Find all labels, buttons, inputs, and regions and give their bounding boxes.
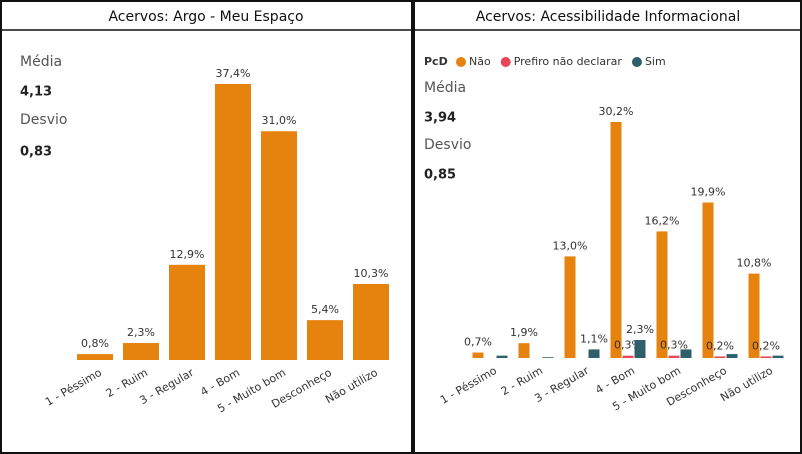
bar <box>748 273 760 358</box>
x-tick-label: 1 - Péssimo <box>43 366 104 409</box>
data-label: 1,9% <box>510 326 538 339</box>
bar <box>634 340 646 358</box>
chart-title: Acervos: Acessibilidade Informacional <box>476 9 741 25</box>
stat-value: 0,85 <box>424 168 456 183</box>
panel-right <box>413 0 802 454</box>
bar <box>77 354 113 360</box>
data-label: 10,8% <box>737 257 772 270</box>
x-tick-label: Não utilizo <box>718 364 775 404</box>
bar <box>610 122 622 358</box>
chart-title: Acervos: Argo - Meu Espaço <box>108 9 303 25</box>
bar <box>622 355 634 358</box>
bar <box>668 355 680 358</box>
data-label: 37,4% <box>216 67 251 80</box>
data-label: 5,4% <box>311 303 339 316</box>
bar <box>518 343 530 358</box>
x-tick-label: 1 - Péssimo <box>438 364 499 407</box>
stat-label: Desvio <box>424 137 471 153</box>
bar <box>261 131 297 360</box>
data-label: 0,8% <box>81 337 109 350</box>
data-label: 0,2% <box>706 339 734 352</box>
stat-label: Média <box>424 80 466 96</box>
stat-value: 0,83 <box>20 145 52 160</box>
bar <box>496 355 508 358</box>
data-label: 12,9% <box>170 248 205 261</box>
legend-label: Prefiro não declarar <box>514 55 623 68</box>
legend-swatch <box>631 57 642 67</box>
data-label: 0,3% <box>660 339 688 352</box>
bar <box>307 320 343 360</box>
data-label: 2,3% <box>127 326 155 339</box>
data-label: 19,9% <box>691 185 726 198</box>
data-label: 31,0% <box>262 114 297 127</box>
stat-value: 3,94 <box>424 111 456 126</box>
bar <box>123 343 159 360</box>
bar <box>714 356 726 358</box>
data-label: 2,3% <box>626 323 654 336</box>
x-tick-label: Não utilizo <box>323 366 380 406</box>
bar <box>542 357 554 358</box>
bar <box>760 356 772 358</box>
data-label: 13,0% <box>553 239 588 252</box>
bar <box>702 202 714 358</box>
data-label: 0,7% <box>464 336 492 349</box>
bar <box>588 349 600 358</box>
bar <box>169 264 205 360</box>
data-label: 0,2% <box>752 339 780 352</box>
panel-left <box>0 0 413 454</box>
bar <box>772 355 784 358</box>
legend-swatch <box>456 57 466 67</box>
data-label: 10,3% <box>354 267 389 280</box>
stat-value: 4,13 <box>20 85 52 100</box>
legend-label: Não <box>469 55 491 68</box>
stat-label: Média <box>20 54 62 70</box>
legend-label: Sim <box>645 55 666 68</box>
bar <box>726 354 738 358</box>
data-label: 30,2% <box>599 105 634 118</box>
legend-swatch <box>500 57 511 67</box>
bar <box>656 231 668 358</box>
bar <box>564 256 576 358</box>
bar <box>353 283 389 360</box>
bar <box>680 349 692 358</box>
data-label: 1,1% <box>580 332 608 345</box>
bar <box>472 352 484 358</box>
data-label: 16,2% <box>645 214 680 227</box>
legend-title: PcD <box>424 55 448 68</box>
bar <box>215 84 251 360</box>
stat-label: Desvio <box>20 112 67 128</box>
